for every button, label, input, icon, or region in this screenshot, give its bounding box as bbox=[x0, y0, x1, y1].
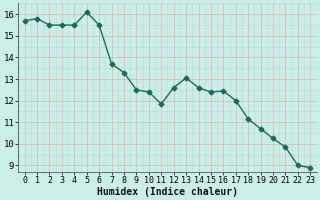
X-axis label: Humidex (Indice chaleur): Humidex (Indice chaleur) bbox=[97, 186, 238, 197]
